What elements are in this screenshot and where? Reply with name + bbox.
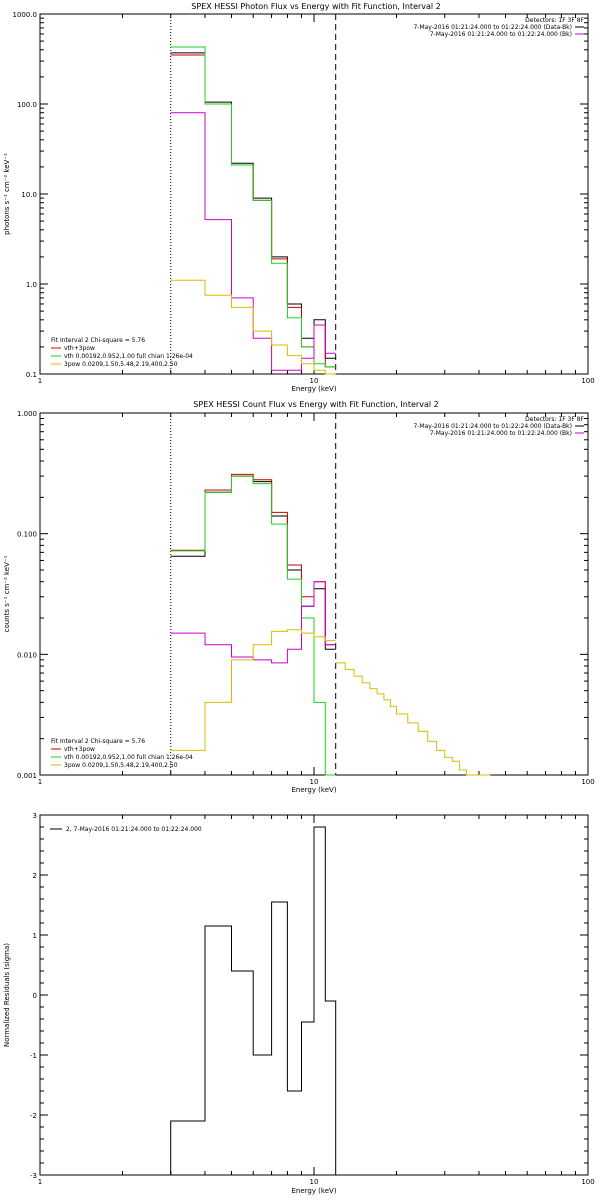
x-tick-label: 100	[581, 377, 594, 385]
legend-entry: vth+3pow	[64, 746, 95, 753]
x-tick-label: 1	[38, 778, 42, 786]
photon-series-group	[170, 14, 337, 375]
legend-entry: Fit Interval 2 Chi-square = 5.76	[51, 337, 145, 344]
y-tick-label: 1	[33, 932, 37, 940]
x-tick-label: 10	[310, 1178, 319, 1186]
y-tick-label: 100.0	[17, 101, 37, 109]
count-series-group	[170, 413, 491, 776]
legend-entry: 7-May-2016 01:21:24.000 to 01:22:24.000 …	[413, 423, 572, 430]
count-flux-panel: SPEX HESSI Count Flux vs Energy with Fit…	[3, 400, 595, 794]
residuals-panel: 1 10 100 -3 -2 -1 0 1 2 3 Normalized Residuals (s…	[3, 812, 595, 1195]
y-tick-label: -2	[30, 1112, 37, 1120]
count-legend-top: Detectors: 1F 3F 8F7-May-2016 01:21:24.0…	[413, 416, 584, 437]
legend-entry: Fit Interval 2 Chi-square = 5.76	[51, 738, 145, 745]
legend-entry: vth 0.00192,0.952,1.00 full chian 1.26e-…	[64, 353, 193, 360]
x-tick-label: 10	[310, 377, 319, 385]
series-gold-line	[170, 629, 336, 751]
x-tick-label: 100	[581, 1178, 594, 1186]
legend-entry: 7-May-2016 01:21:24.000 to 01:22:24.000 …	[430, 430, 572, 437]
photon-legend-top: Detectors: 1F 3F 8F7-May-2016 01:21:24.0…	[413, 17, 584, 38]
photon-legend-bottom: Fit Interval 2 Chi-square = 5.76vth+3pow…	[51, 337, 193, 368]
y-tick-label: 0.100	[17, 531, 37, 539]
y-tick-label: -1	[30, 1052, 37, 1060]
count-axis-ticks: 1 10 100 0.001 0.010 0.100 1.000	[17, 410, 595, 786]
y-tick-label: 0	[33, 992, 37, 1000]
y-tick-label: 0.001	[17, 772, 37, 780]
resid-series-group	[170, 826, 337, 1175]
photon-axis-ticks: 1 10 100 0.1 1.0 10.0 100.0 1000.0	[13, 11, 595, 385]
y-tick-label: 0.1	[26, 371, 37, 379]
legend-entry: 7-May-2016 01:21:24.000 to 01:22:24.000 …	[413, 24, 572, 31]
series-gold-line	[170, 279, 336, 375]
resid-axis-ticks: 1 10 100 -3 -2 -1 0 1 2 3	[30, 812, 595, 1186]
y-tick-label: 1.000	[17, 410, 37, 418]
x-tick-label: 1	[38, 377, 42, 385]
legend-entry: 3pow 0.0209,1.50,5.48,2.19,400,2.50	[64, 762, 178, 769]
y-tick-label: 1.0	[26, 281, 37, 289]
legend-entry: 3pow 0.0209,1.50,5.48,2.19,400,2.50	[64, 361, 178, 368]
count-x-axis-label: Energy (keV)	[291, 786, 336, 794]
series-green-line	[170, 46, 336, 368]
x-tick-label: 10	[310, 778, 319, 786]
legend-entry: Detectors: 1F 3F 8F	[525, 416, 584, 423]
legend-entry: vth+3pow	[64, 345, 95, 352]
series-gold-tail-line	[335, 662, 491, 776]
count-title: SPEX HESSI Count Flux vs Energy with Fit…	[193, 400, 438, 409]
y-tick-label: 10.0	[21, 191, 37, 199]
resid-y-axis-label: Normalized Residuals (sigma)	[3, 943, 11, 1047]
photon-x-axis-label: Energy (keV)	[291, 385, 336, 393]
count-y-axis-label: counts s⁻¹ cm⁻² keV⁻¹	[3, 555, 11, 632]
y-tick-label: 2	[33, 872, 37, 880]
legend-entry: 2, 7-May-2016 01:21:24.000 to 01:22:24.0…	[66, 826, 202, 833]
y-tick-label: -3	[30, 1172, 37, 1180]
legend-entry: Detectors: 1F 3F 8F	[525, 17, 584, 24]
count-legend-bottom: Fit Interval 2 Chi-square = 5.76vth+3pow…	[51, 738, 193, 769]
y-tick-label: 1000.0	[13, 11, 38, 19]
legend-entry: vth 0.00192,0.952,1.00 full chian 1.26e-…	[64, 754, 193, 761]
x-tick-label: 1	[38, 1178, 42, 1186]
resid-x-axis-label: Energy (keV)	[291, 1187, 336, 1195]
y-tick-label: 0.010	[17, 651, 37, 659]
photon-y-axis-label: photons s⁻¹ cm⁻² keV⁻¹	[3, 153, 11, 235]
series-green-line	[170, 475, 336, 776]
resid-legend-top: 2, 7-May-2016 01:21:24.000 to 01:22:24.0…	[50, 826, 202, 833]
photon-flux-panel: SPEX HESSI Photon Flux vs Energy with Fi…	[3, 2, 595, 393]
series-magenta-line	[170, 112, 336, 371]
legend-entry: 7-May-2016 01:21:24.000 to 01:22:24.000 …	[430, 31, 572, 38]
series-magenta-line	[170, 581, 336, 664]
x-tick-label: 100	[581, 778, 594, 786]
series-black-line	[170, 826, 337, 1175]
series-black-line	[170, 52, 336, 359]
y-tick-label: 3	[33, 812, 37, 820]
photon-title: SPEX HESSI Photon Flux vs Energy with Fi…	[191, 2, 441, 11]
